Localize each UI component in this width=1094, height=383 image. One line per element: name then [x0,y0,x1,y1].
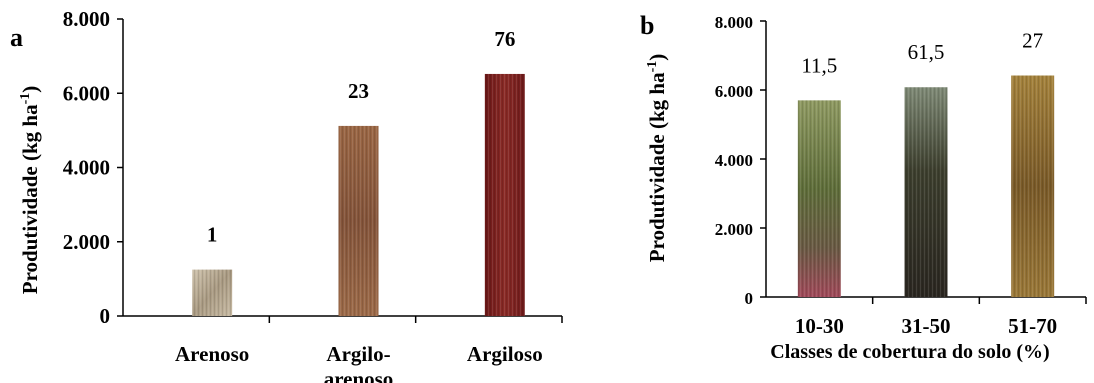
chart-panel-b: b Produtividade (kg ha-1) 0 2.000 4.000 6.0… [640,11,1087,363]
y-tick-label-b: 2.000 [715,220,753,239]
y-axis-title-text-b: Produtividade (kg ha-1) [645,54,669,263]
y-axis-title-b: Produtividade (kg ha-1) [645,54,669,263]
y-tick-label-b: 6.000 [715,82,753,101]
y-axis-title-text-a: Produtividade (kg ha-1) [18,86,42,295]
y-tick-label-a: 4.000 [63,156,110,180]
chart-panel-a: a Produtividade (kg ha-1) 0 2.000 4.000 6.0… [10,7,563,383]
y-axis-title-a: Produtividade (kg ha-1) [18,86,42,295]
data-label-a-2: 76 [494,27,515,51]
data-label-b-0: 11,5 [801,53,837,77]
data-label-a-0: 1 [207,223,218,247]
bar-texture-a-2 [484,73,525,316]
bar-texture-b-0 [797,100,841,297]
y-tick-label-a: 6.000 [63,81,110,105]
x-tick-label-a-0: Arenoso [175,342,249,366]
y-tick-label-a: 8.000 [63,7,110,31]
data-label-b-2: 27 [1022,29,1043,53]
x-tick-label-b-2: 51-70 [1008,314,1057,338]
x-tick-label-b-1: 31-50 [902,314,951,338]
y-tick-label-b: 8.000 [715,13,753,32]
x-axis-title-b: Classes de cobertura do solo (%) [770,341,1049,363]
panel-label-a: a [10,23,23,52]
data-label-a-1: 23 [348,79,369,103]
y-tick-label-b: 4.000 [715,151,753,170]
x-tick-label-a-1: Argilo-arenoso [324,342,394,383]
x-tick-label-a-2: Argiloso [467,342,543,366]
data-label-b-1: 61,5 [908,40,945,64]
panel-label-b: b [640,11,654,40]
y-tick-label-b: 0 [745,289,754,308]
x-tick-label-b-0: 10-30 [795,314,844,338]
y-tick-label-a: 2.000 [63,230,110,254]
bar-texture-b-2 [1011,75,1055,297]
bar-texture-a-0 [192,269,233,316]
bar-texture-a-1 [338,125,379,316]
y-tick-label-a: 0 [100,304,111,328]
bar-texture-b-1 [904,87,948,298]
